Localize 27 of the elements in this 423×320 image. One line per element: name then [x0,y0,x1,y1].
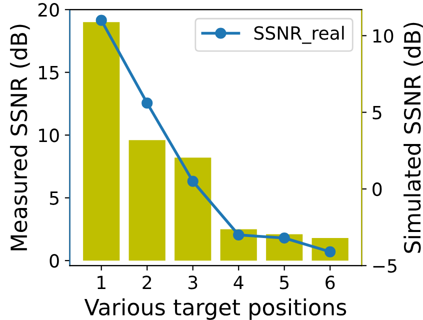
y-tick-label: 10 [39,128,59,142]
y-axis-title: Measured SSNR (dB) [10,24,30,250]
y-tick-label: 20 [38,3,59,17]
bar [83,22,120,261]
x-axis-title: Various target positions [84,298,346,320]
bar [128,140,166,261]
point [187,176,198,187]
x-tick-label: 4 [234,276,244,290]
x-tick-label: 2 [142,276,152,290]
x-tick-label: 6 [326,276,335,290]
y-tick-label: 15 [39,66,58,80]
y2-tick-label: 0 [372,182,382,196]
point [96,14,107,26]
y-tick-label: 0 [50,254,59,268]
point [142,98,153,109]
y2-tick-label: −5 [373,259,396,273]
y2-tick-label: 5 [372,106,382,120]
y2-axis-title: Simulated SSNR (dB) [404,22,423,253]
point [278,232,290,244]
bar [174,158,212,261]
x-tick-label: 3 [188,276,198,290]
x-tick-label: 5 [280,276,289,290]
y2-tick-label: 10 [373,29,394,43]
y-tick-label: 5 [50,192,58,205]
legend-label: SSNR_real [254,26,344,44]
point [233,229,244,240]
x-tick-label: 1 [98,276,106,290]
